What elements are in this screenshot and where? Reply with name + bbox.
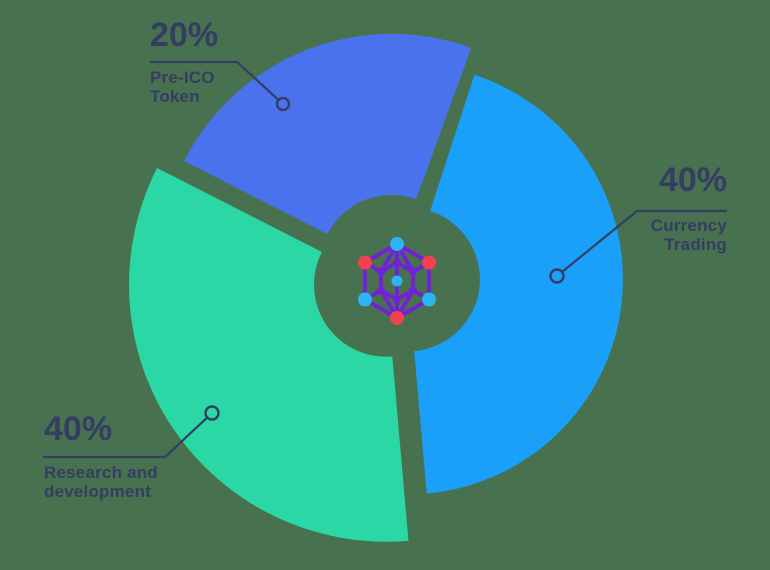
logo-cyan-node [357,292,372,307]
research-leader-line [43,416,209,459]
logo-cyan-node [422,292,437,307]
research-text-label: Research and development [44,463,158,501]
logo-red-node [357,255,372,270]
pre-ico-text-line1: Pre-ICO [150,68,215,87]
logo-red-node [422,255,437,270]
logo-red-node [390,311,404,325]
logo-inner-node [376,267,385,276]
logo-inner-node [409,286,418,295]
pie-slice-pre-ico-token [183,33,472,235]
currency-leader-line [561,209,727,273]
currency-text-label: Currency Trading [651,216,727,254]
research-text-line1: Research and [44,463,158,482]
pie-slice-currency-trading [414,74,623,494]
pre-ico-percent-label: 20% [150,16,219,54]
currency-marker-circle [549,268,565,284]
research-marker-circle [204,405,220,421]
currency-percent-label: 40% [658,161,727,199]
pre-ico-text-label: Pre-ICO Token [150,68,215,106]
logo-inner-node [393,295,401,304]
research-text-line2: development [44,482,152,501]
pre-ico-marker-circle [275,96,291,112]
currency-text-line1: Currency [650,216,727,235]
donut-slices [129,33,623,542]
pie-slice-research-and-development [129,168,409,542]
network-cube-logo [357,237,437,325]
pre-ico-text-line2: Token [150,87,200,106]
research-percent-label: 40% [44,410,113,448]
leader-lines [43,60,727,459]
logo-inner-node [393,258,401,267]
pre-ico-leader-line [150,60,280,101]
logo-center-node [391,275,403,287]
logo-inner-node [409,267,418,276]
logo-cyan-node [390,237,404,251]
currency-text-line2: Trading [664,235,727,254]
logo-inner-node [376,286,385,295]
